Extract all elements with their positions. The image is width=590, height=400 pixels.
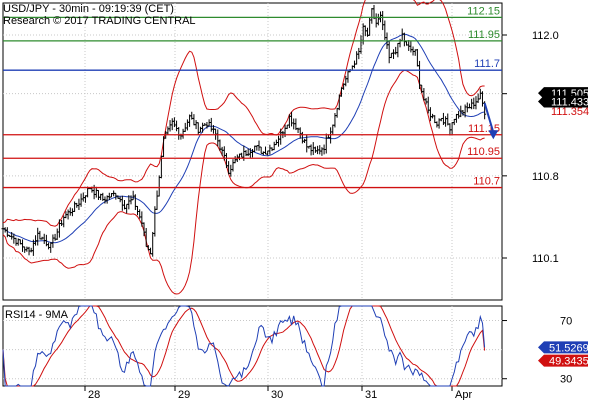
x-tick-label: 29 bbox=[178, 389, 190, 400]
rsi-value-label: 51.5269 bbox=[549, 342, 589, 354]
level-label: 111.7 bbox=[474, 58, 500, 70]
level-label: 110.7 bbox=[473, 176, 500, 188]
level-label: 111.95 bbox=[468, 29, 500, 41]
forecast-arrow-head bbox=[488, 130, 499, 140]
price-marker-box bbox=[538, 95, 588, 108]
rsi-ma-line bbox=[2, 305, 486, 387]
rsi-y-tick-label: 30 bbox=[560, 374, 572, 386]
y-tick-label: 110.8 bbox=[532, 171, 559, 183]
level-label: 110.95 bbox=[467, 146, 500, 158]
x-tick-label: 31 bbox=[365, 389, 377, 400]
price-marker-label: 111.433 bbox=[551, 97, 589, 109]
bollinger-upper-line bbox=[2, 0, 485, 227]
rsi-ma-value-label: 49.3435 bbox=[549, 356, 589, 368]
rsi-ma-value-box bbox=[538, 354, 588, 367]
price-marker-label: 111.354 bbox=[551, 106, 589, 118]
x-tick-label: 28 bbox=[88, 389, 100, 400]
x-tick-label: 30 bbox=[271, 389, 283, 400]
rsi-panel: 30 70 RSI14 - 9MA 51.5269 49.3435 bbox=[2, 305, 589, 391]
y-tick-label: 112.0 bbox=[532, 30, 559, 42]
rsi-y-tick-label: 70 bbox=[560, 316, 572, 328]
x-tick-label: Apr bbox=[455, 389, 472, 400]
forecast-arrow-shaft bbox=[483, 102, 495, 133]
chart-copyright: Research © 2017 TRADING CENTRAL bbox=[3, 15, 196, 27]
rsi-title: RSI14 - 9MA bbox=[5, 309, 69, 321]
chart-title: USD/JPY - 30min - 09:19:39 (CET) bbox=[3, 3, 174, 15]
y-tick-label: 110.1 bbox=[532, 253, 559, 265]
rsi-line bbox=[2, 305, 486, 387]
rsi-value-box bbox=[538, 341, 588, 354]
price-panel: 110.1110.8112.0112.15111.95111.7111.1511… bbox=[1, 0, 589, 301]
level-label: 112.15 bbox=[467, 5, 500, 17]
